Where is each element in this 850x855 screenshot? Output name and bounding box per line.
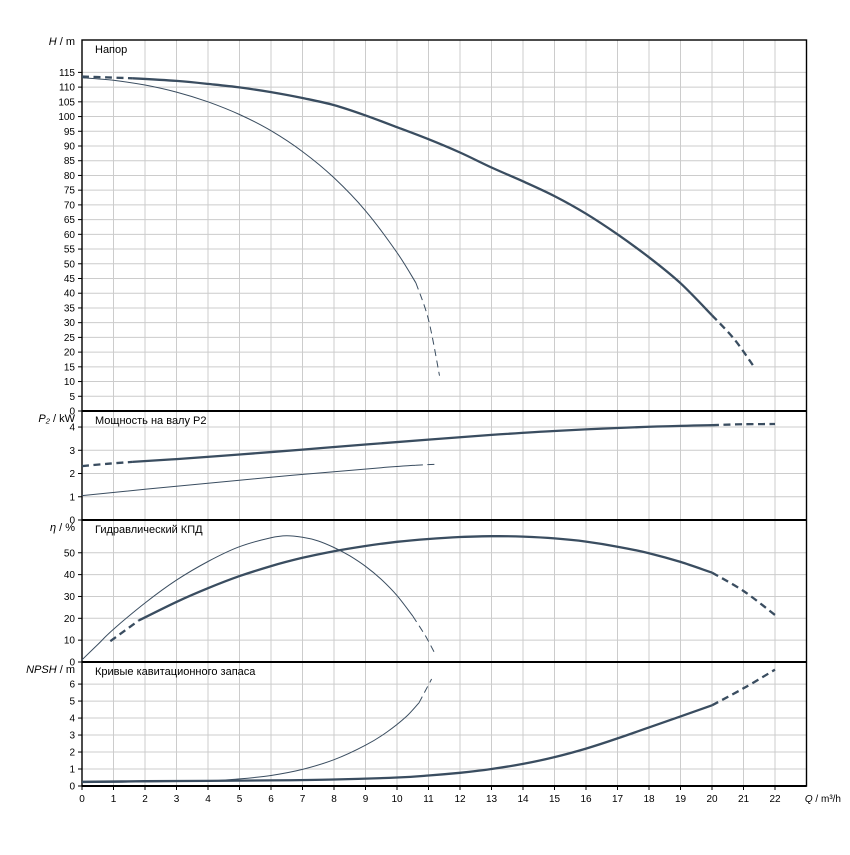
y-tick-label: 1 <box>69 492 75 503</box>
y-tick-label: 3 <box>69 446 75 457</box>
efficiency-curve-primary <box>109 619 140 643</box>
x-tick-label: 7 <box>300 794 306 805</box>
y-tick-label: 90 <box>64 142 76 153</box>
y-axis-label: η / % <box>50 522 75 534</box>
y-axis-label: NPSH / m <box>26 664 75 676</box>
y-tick-label: 4 <box>69 714 75 725</box>
efficiency-curve-secondary <box>412 615 436 654</box>
x-tick-label: 12 <box>454 794 466 805</box>
head-curve-primary <box>132 77 713 317</box>
x-tick-label: 1 <box>111 794 117 805</box>
x-tick-label: 2 <box>142 794 148 805</box>
y-tick-label: 110 <box>59 83 75 94</box>
y-tick-label: 55 <box>64 245 76 256</box>
y-axis-label: H / m <box>49 36 75 48</box>
npsh-curve-secondary <box>81 702 420 784</box>
x-tick-label: 20 <box>706 794 718 805</box>
x-tick-label: 10 <box>391 794 403 805</box>
npsh-curve-primary <box>711 668 776 707</box>
efficiency-curve-primary <box>711 571 776 616</box>
x-tick-label: 8 <box>331 794 337 805</box>
x-tick-label: 19 <box>675 794 687 805</box>
y-tick-label: 65 <box>64 215 76 226</box>
y-tick-label: 0 <box>69 658 75 669</box>
y-tick-label: 6 <box>69 680 75 691</box>
y-tick-label: 1 <box>69 765 75 776</box>
y-tick-label: 2 <box>69 748 75 759</box>
y-tick-label: 50 <box>64 548 76 559</box>
x-tick-label: 18 <box>643 794 655 805</box>
y-axis-label: P₂ / kW <box>38 413 75 425</box>
x-tick-label: 9 <box>363 794 369 805</box>
head-curve-primary <box>711 314 754 367</box>
chart-title: Гидравлический КПД <box>95 524 203 536</box>
y-tick-label: 10 <box>64 377 76 388</box>
chart-title: Кривые кавитационного запаса <box>95 666 256 678</box>
head-curve-primary <box>81 75 133 80</box>
y-tick-label: 0 <box>69 782 75 793</box>
power-curve-secondary <box>81 464 416 497</box>
y-tick-label: 85 <box>64 156 76 167</box>
y-tick-label: 35 <box>64 303 76 314</box>
y-tick-label: 115 <box>59 68 75 79</box>
x-tick-label: 6 <box>268 794 274 805</box>
x-tick-label: 4 <box>205 794 211 805</box>
y-tick-label: 25 <box>64 333 76 344</box>
y-tick-label: 0 <box>69 516 75 527</box>
y-tick-label: 80 <box>64 171 76 182</box>
y-tick-label: 75 <box>64 186 76 197</box>
y-tick-label: 20 <box>64 614 76 625</box>
efficiency-curve-primary <box>138 535 713 622</box>
y-tick-label: 0 <box>69 407 75 418</box>
y-tick-label: 3 <box>69 731 75 742</box>
y-tick-label: 5 <box>69 392 75 403</box>
chart-title: Мощность на валу P2 <box>95 415 207 427</box>
x-tick-label: 21 <box>738 794 750 805</box>
x-tick-label: 13 <box>486 794 498 805</box>
y-tick-label: 45 <box>64 274 76 285</box>
x-tick-label: 17 <box>612 794 624 805</box>
x-tick-label: 14 <box>517 794 529 805</box>
y-tick-label: 40 <box>64 570 76 581</box>
power-curve-secondary <box>415 463 439 466</box>
y-tick-label: 105 <box>58 97 75 108</box>
x-tick-label: 22 <box>769 794 781 805</box>
y-tick-label: 60 <box>64 230 76 241</box>
y-tick-label: 20 <box>64 348 76 359</box>
y-tick-label: 30 <box>64 592 76 603</box>
x-tick-label: 15 <box>549 794 561 805</box>
npsh-curve-secondary <box>418 678 433 704</box>
y-tick-label: 15 <box>64 362 76 373</box>
x-axis-label: Q / m³/h <box>805 794 841 805</box>
x-tick-label: 5 <box>237 794 243 805</box>
y-tick-label: 2 <box>69 469 75 480</box>
chart-title: Напор <box>95 44 127 56</box>
npsh-curve-primary <box>81 704 713 783</box>
y-tick-label: 5 <box>69 697 75 708</box>
power-curve-primary <box>132 424 713 464</box>
y-tick-label: 30 <box>64 318 76 329</box>
y-tick-label: 95 <box>64 127 76 138</box>
y-tick-label: 40 <box>64 289 76 300</box>
x-tick-label: 3 <box>174 794 180 805</box>
y-tick-label: 10 <box>64 636 76 647</box>
x-tick-label: 11 <box>423 794 434 805</box>
y-tick-label: 70 <box>64 200 76 211</box>
y-tick-label: 100 <box>58 112 75 123</box>
x-tick-label: 0 <box>79 794 85 805</box>
y-tick-label: 50 <box>64 259 76 270</box>
efficiency-curve-secondary <box>81 535 414 661</box>
x-tick-label: 16 <box>580 794 592 805</box>
head-curve-secondary <box>415 282 440 376</box>
power-curve-primary <box>81 460 133 468</box>
head-curve-secondary <box>81 77 417 284</box>
y-tick-label: 4 <box>69 423 75 434</box>
